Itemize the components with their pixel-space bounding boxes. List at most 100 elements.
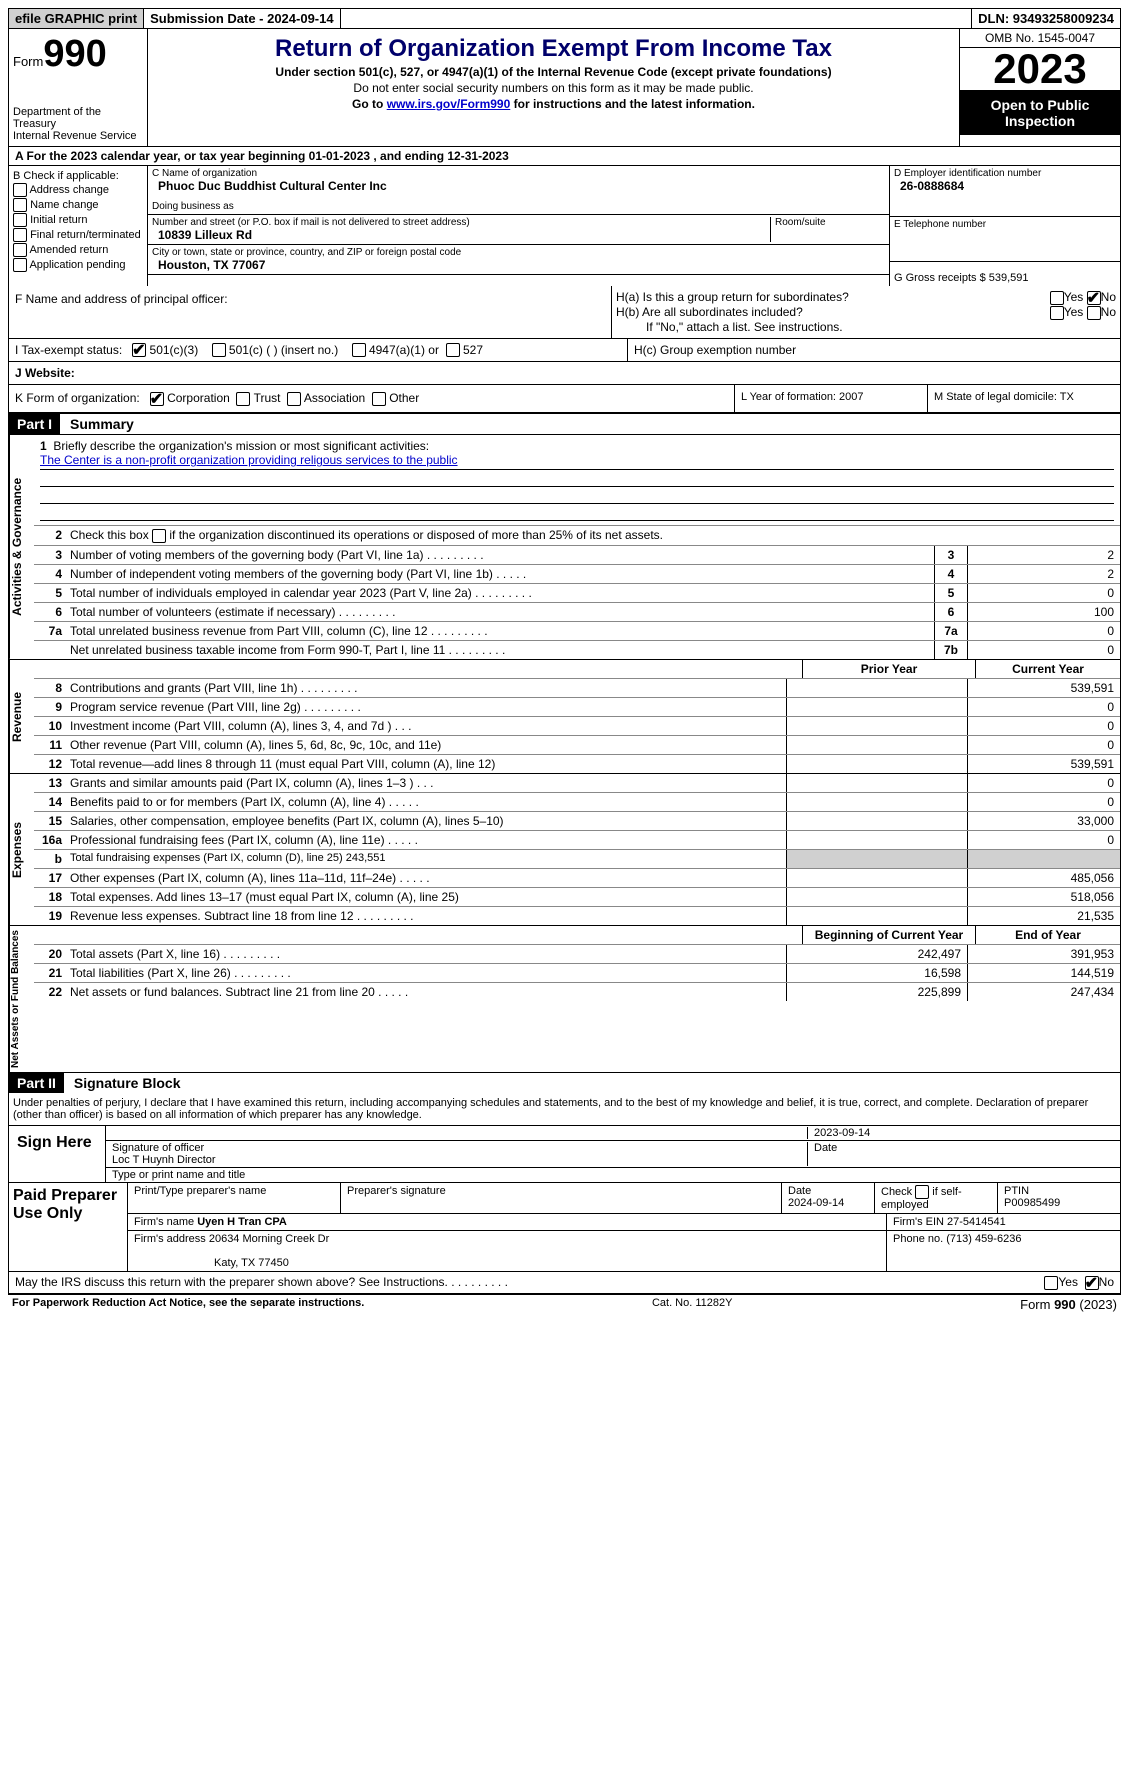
ha-no[interactable]: [1087, 291, 1101, 305]
header-left: Form990 Department of the Treasury Inter…: [9, 29, 148, 146]
ck-other[interactable]: [372, 392, 386, 406]
val-7b: 0: [967, 641, 1120, 659]
preparer-block: Paid Preparer Use Only Print/Type prepar…: [8, 1183, 1121, 1272]
beg-22: 225,899: [786, 983, 967, 1001]
firm-addr: Firm's address 20634 Morning Creek Dr: [134, 1233, 329, 1245]
line-7b: Net unrelated business taxable income fr…: [66, 641, 934, 659]
discuss-yes[interactable]: [1044, 1276, 1058, 1290]
val-5: 0: [967, 584, 1120, 602]
e-phone-cell: E Telephone number: [890, 217, 1120, 262]
org-name: Phuoc Duc Buddhist Cultural Center Inc: [152, 179, 885, 193]
ha-yes[interactable]: [1050, 291, 1064, 305]
ck-trust[interactable]: [236, 392, 250, 406]
col-b-checkboxes: B Check if applicable: Address change Na…: [9, 166, 148, 286]
dept-treasury: Department of the Treasury: [13, 106, 143, 130]
discuss-q: May the IRS discuss this return with the…: [15, 1275, 508, 1290]
firm-name: Uyen H Tran CPA: [197, 1216, 287, 1228]
g-gross-cell: G Gross receipts $ 539,591: [890, 262, 1120, 286]
val-6: 100: [967, 603, 1120, 621]
f-officer: F Name and address of principal officer:: [9, 286, 611, 338]
ck-corp[interactable]: [150, 392, 164, 406]
block-f-h: F Name and address of principal officer:…: [8, 286, 1121, 385]
part2-header: Part II Signature Block: [8, 1073, 1121, 1093]
prep-name-hdr: Print/Type preparer's name: [128, 1183, 341, 1213]
c-name-cell: C Name of organization Phuoc Duc Buddhis…: [148, 166, 889, 215]
val-15: 33,000: [967, 812, 1120, 830]
hb-yes[interactable]: [1050, 306, 1064, 320]
ck-discontinued[interactable]: [152, 529, 166, 543]
line-19: Revenue less expenses. Subtract line 18 …: [66, 907, 786, 925]
part2-num: Part II: [9, 1073, 64, 1093]
line-22: Net assets or fund balances. Subtract li…: [66, 983, 786, 1001]
line-3: Number of voting members of the governin…: [66, 546, 934, 564]
side-net-assets: Net Assets or Fund Balances: [9, 926, 34, 1072]
sig-date-val: 2023-09-14: [807, 1127, 1114, 1139]
signature-intro: Under penalties of perjury, I declare th…: [8, 1093, 1121, 1126]
city-state-zip: Houston, TX 77067: [152, 258, 885, 272]
part1-num: Part I: [9, 414, 60, 434]
ha-label: H(a) Is this a group return for subordin…: [616, 290, 849, 305]
val-4: 2: [967, 565, 1120, 583]
submission-date: Submission Date - 2024-09-14: [144, 9, 341, 28]
form-title: Return of Organization Exempt From Incom…: [152, 35, 955, 63]
header-right: OMB No. 1545-0047 2023 Open to Public In…: [959, 29, 1120, 146]
mission-text[interactable]: The Center is a non-profit organization …: [40, 453, 458, 467]
line-10: Investment income (Part VIII, column (A)…: [66, 717, 786, 735]
ck-assoc[interactable]: [287, 392, 301, 406]
footer-cat: Cat. No. 11282Y: [652, 1297, 733, 1312]
c-street-cell: Number and street (or P.O. box if mail i…: [148, 215, 889, 245]
m-domicile: M State of legal domicile: TX: [927, 385, 1120, 412]
prep-date-hdr: Date: [788, 1185, 811, 1197]
hb-no[interactable]: [1087, 306, 1101, 320]
part2-title: Signature Block: [64, 1073, 191, 1093]
beg-20: 242,497: [786, 945, 967, 963]
val-7a: 0: [967, 622, 1120, 640]
goto-pre: Go to: [352, 97, 387, 111]
line-1: 1 Briefly describe the organization's mi…: [34, 435, 1120, 525]
line-13: Grants and similar amounts paid (Part IX…: [66, 774, 786, 792]
ptin-val: P00985499: [1004, 1197, 1060, 1209]
side-governance: Activities & Governance: [9, 435, 34, 659]
side-revenue: Revenue: [9, 660, 34, 773]
summary-expenses: Expenses 13Grants and similar amounts pa…: [8, 774, 1121, 926]
val-8: 539,591: [967, 679, 1120, 697]
ck-selfemp[interactable]: [915, 1185, 929, 1199]
ck-4947[interactable]: [352, 343, 366, 357]
form-header: Form990 Department of the Treasury Inter…: [8, 29, 1121, 147]
officer-name: Loc T Huynh Director: [112, 1154, 216, 1166]
ptin-lab: PTIN: [1004, 1185, 1029, 1197]
ck-pending: Application pending: [13, 258, 143, 272]
efile-label[interactable]: efile GRAPHIC print: [9, 9, 144, 28]
summary-net-assets: Net Assets or Fund Balances Beginning of…: [8, 926, 1121, 1073]
summary-revenue: Revenue Prior YearCurrent Year 8Contribu…: [8, 660, 1121, 774]
prep-date-val: 2024-09-14: [788, 1197, 844, 1209]
ck-501c3[interactable]: [132, 343, 146, 357]
line-17: Other expenses (Part IX, column (A), lin…: [66, 869, 786, 887]
firm-addr2: Katy, TX 77450: [134, 1257, 289, 1269]
line-9: Program service revenue (Part VIII, line…: [66, 698, 786, 716]
line-8: Contributions and grants (Part VIII, lin…: [66, 679, 786, 697]
header-mid: Return of Organization Exempt From Incom…: [148, 29, 959, 146]
ck-527[interactable]: [446, 343, 460, 357]
part1-title: Summary: [60, 414, 144, 434]
line-16a: Professional fundraising fees (Part IX, …: [66, 831, 786, 849]
val-14: 0: [967, 793, 1120, 811]
block-b-c: B Check if applicable: Address change Na…: [8, 166, 1121, 286]
h-group: H(a) Is this a group return for subordin…: [611, 286, 1120, 338]
hdr-end: End of Year: [975, 926, 1120, 944]
ck-501c[interactable]: [212, 343, 226, 357]
tax-year: 2023: [960, 48, 1120, 91]
sign-here-block: Sign Here 2023-09-14 Signature of office…: [8, 1126, 1121, 1183]
i-tax-status: I Tax-exempt status: 501(c)(3) 501(c) ( …: [9, 339, 628, 362]
top-bar: efile GRAPHIC print Submission Date - 20…: [8, 8, 1121, 29]
line-11: Other revenue (Part VIII, column (A), li…: [66, 736, 786, 754]
street-address: 10839 Lilleux Rd: [152, 228, 770, 242]
side-expenses: Expenses: [9, 774, 34, 925]
line-6: Total number of volunteers (estimate if …: [66, 603, 934, 621]
hdr-current: Current Year: [975, 660, 1120, 678]
val-12: 539,591: [967, 755, 1120, 773]
sig-date-lab: Date: [807, 1142, 1114, 1166]
discuss-no[interactable]: [1085, 1276, 1099, 1290]
irs-link[interactable]: www.irs.gov/Form990: [387, 97, 511, 111]
j-website: J Website:: [9, 362, 1120, 384]
